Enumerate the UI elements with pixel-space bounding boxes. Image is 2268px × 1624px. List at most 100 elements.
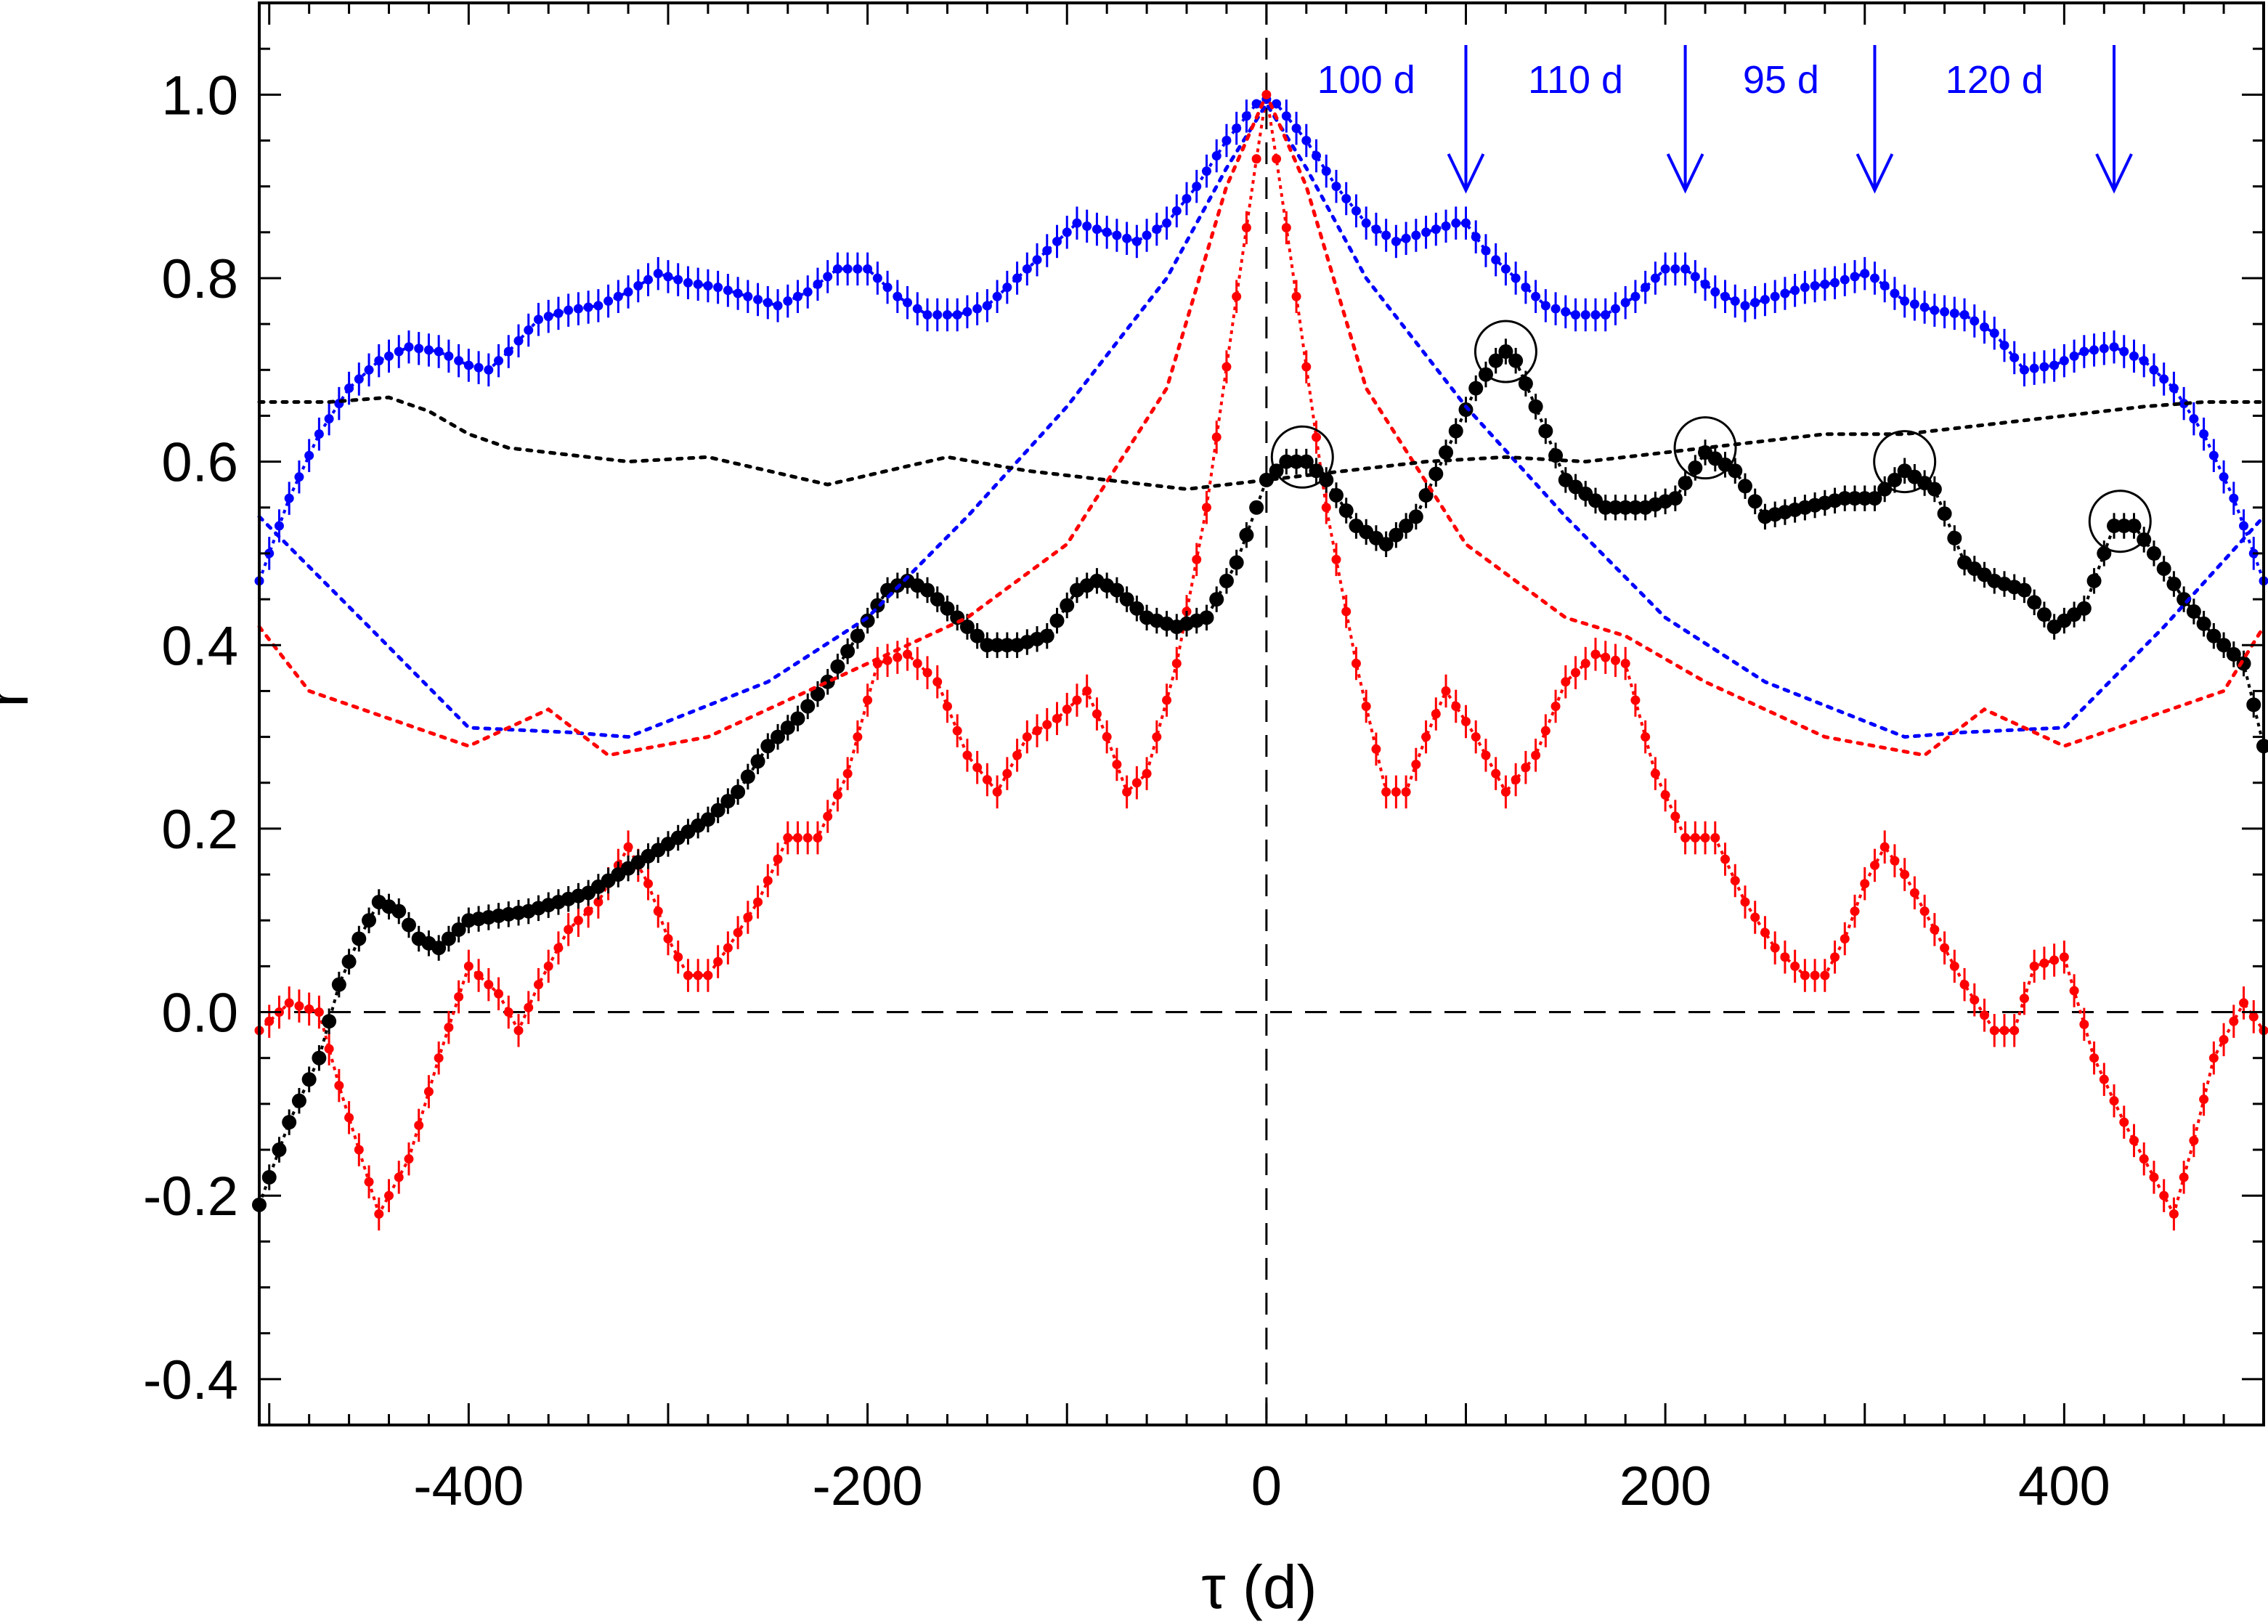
data-point [832,264,842,274]
data-point [2039,362,2049,372]
data-point [1670,811,1680,821]
data-point [1022,732,1032,742]
data-point [1052,713,1062,723]
data-point [700,812,715,827]
data-point [1850,272,1860,282]
data-point [324,414,334,424]
data-point [810,686,825,702]
data-point [2039,958,2049,968]
data-point [743,912,753,922]
period-arrow-head [1856,153,1894,194]
data-point [1900,296,1910,306]
data-point [1900,869,1910,880]
data-point [763,298,773,308]
data-point [952,309,962,320]
data-point [783,833,793,843]
data-point [1887,472,1902,487]
data-point [1272,154,1282,164]
data-point [1112,230,1122,240]
data-point [1700,833,1710,843]
data-point [1860,269,1870,279]
data-point [853,732,863,742]
data-point [952,726,962,736]
data-point [1561,306,1571,317]
data-point [1800,970,1810,981]
data-point [1740,301,1750,311]
data-point [1760,927,1770,938]
data-point [1790,961,1800,971]
data-point [693,970,703,981]
data-point [264,1016,275,1026]
y-tick-label: -0.2 [143,1166,238,1227]
y-tick-label: 0.2 [161,799,238,861]
data-point [451,922,466,937]
data-point [2189,1135,2199,1145]
data-point [1481,245,1491,256]
data-point [304,1004,314,1014]
data-point [1361,218,1371,228]
data-point [1131,778,1142,788]
data-point [1249,500,1264,515]
data-point [653,269,663,279]
data-point [840,643,855,659]
data-point [959,619,975,634]
data-point [503,1007,513,1018]
data-point [1408,509,1423,524]
data-point [2109,1096,2119,1106]
data-point [643,275,654,285]
data-point [922,309,932,320]
data-point [1209,592,1224,607]
data-point [423,345,434,355]
data-point [783,296,793,306]
data-point [1710,287,1720,297]
data-point [354,374,364,384]
peak-circle [1474,320,1537,383]
data-point [1291,291,1301,301]
data-point [1129,601,1145,616]
data-point [384,351,394,361]
data-point [982,775,992,785]
data-point [1800,283,1810,293]
data-point [1401,233,1411,243]
data-point [494,988,504,999]
data-point [1131,236,1142,246]
data-point [1219,573,1234,588]
data-point [972,763,983,773]
data-point [1680,264,1691,274]
data-point [992,787,1002,797]
series-line-black-reference-dotted- [257,395,2266,492]
data-point [553,308,564,318]
data-point [2229,493,2239,503]
data-point [1391,787,1401,797]
data-point [1500,787,1511,797]
y-tick-label: -0.4 [143,1349,238,1411]
data-point [1471,232,1481,242]
data-point [1381,787,1391,797]
data-point [1650,768,1660,779]
data-point [1102,732,1112,742]
data-point [2089,345,2100,355]
data-point [1980,322,1990,332]
data-point [1431,709,1441,719]
data-point [2219,472,2229,482]
data-point [2239,998,2249,1008]
data-point [391,904,407,919]
data-point [1690,833,1700,843]
data-point [2129,1135,2139,1145]
data-point [802,833,813,843]
data-point [401,917,416,933]
data-point [1491,255,1501,265]
data-point [583,302,593,312]
data-point [2199,1095,2209,1105]
data-point [1481,750,1491,760]
data-point [1728,463,1743,479]
data-point [1660,790,1670,800]
data-point [1820,970,1830,981]
data-point [1949,308,1959,318]
data-point [1680,833,1691,843]
data-point [703,970,713,981]
data-point [1909,299,1919,309]
data-point [1927,482,1942,497]
data-point [1890,856,1900,866]
data-point [1770,943,1780,953]
